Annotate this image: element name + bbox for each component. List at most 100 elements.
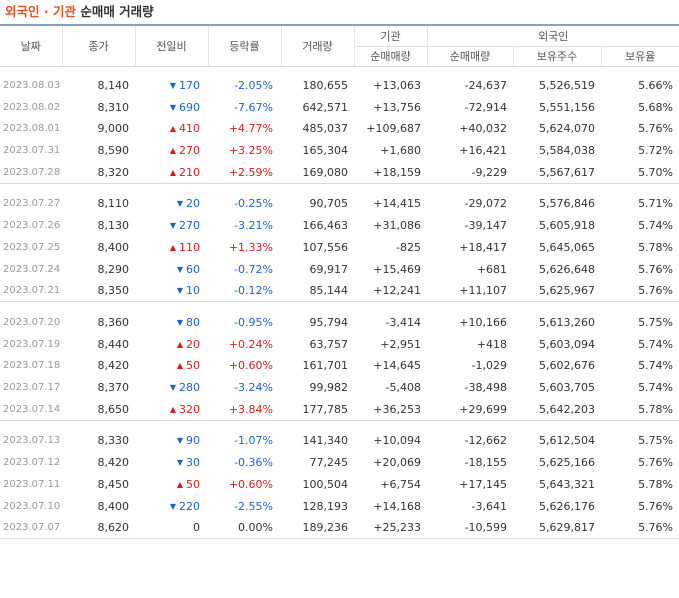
header-foreign-holdings: 보유주수 (512, 46, 601, 67)
cell-institution-net: +2,951 (380, 337, 421, 351)
cell-foreign-holdings: 5,612,504 (539, 434, 595, 448)
cell-close: 8,400 (97, 240, 130, 254)
table-row: 2023.08.01 9,000 ▲ 410 +4.77% 485,037 +109,687… (0, 118, 679, 140)
cell-volume: 99,982 (309, 381, 349, 395)
cell-rate: +4.77% (228, 122, 273, 136)
down-triangle-icon: ▼ (176, 436, 184, 446)
down-triangle-icon: ▼ (176, 199, 184, 209)
cell-institution-net: +36,253 (373, 402, 421, 416)
cell-volume: 180,655 (302, 78, 349, 92)
table-row: 2023.07.28 8,320 ▲ 210 +2.59% 169,080 +18,159 -… (0, 162, 679, 184)
cell-foreign-holdings: 5,625,166 (539, 456, 595, 470)
cell-foreign-holdings: 5,645,065 (539, 240, 595, 254)
cell-foreign-ratio: 5.78% (638, 477, 674, 491)
cell-change: ▲ 20 (135, 333, 208, 355)
cell-date: 2023.07.18 (3, 360, 61, 372)
table-row: 2023.08.03 8,140 ▼ 170 -2.05% 180,655 +13,063 -… (0, 75, 679, 97)
cell-volume: 95,794 (309, 315, 349, 329)
cell-foreign-net: -18,155 (464, 456, 507, 470)
table-row: 2023.07.20 8,360 ▼ 80 -0.95% 95,794 -3,414 +10,… (0, 311, 679, 333)
cell-foreign-ratio: 5.72% (638, 144, 674, 158)
cell-change: ▼ 90 (135, 430, 208, 452)
cell-foreign-net: +40,032 (459, 122, 507, 136)
table-body: 2023.08.03 8,140 ▼ 170 -2.05% 180,655 +13,063-… (0, 66, 679, 540)
change-value: 270 (179, 144, 200, 158)
cell-volume: 128,193 (302, 499, 349, 513)
table-row: 2023.07.12 8,420 ▼ 30 -0.36% 77,245 +20,069 -18… (0, 452, 679, 474)
cell-close: 8,290 (97, 262, 130, 276)
cell-close: 8,620 (62, 517, 135, 540)
cell-rate: -0.72% (234, 262, 273, 276)
cell-foreign-net: +16,421 (459, 144, 507, 158)
header-institution-group: 기관 (353, 24, 427, 47)
cell-change: ▼ 280 (135, 377, 208, 399)
cell-foreign-holdings: 5,626,648 (539, 262, 595, 276)
up-triangle-icon: ▲ (176, 361, 184, 371)
cell-date: 2023.08.01 (3, 123, 61, 135)
cell-foreign-ratio: 5.78% (638, 402, 674, 416)
up-triangle-icon: ▲ (169, 404, 177, 414)
down-triangle-icon: ▼ (176, 317, 184, 327)
down-triangle-icon: ▼ (169, 102, 177, 112)
table-row: 2023.07.18 8,420 ▲ 50 +0.60% 161,701 +14,645 -1… (0, 355, 679, 377)
cell-date: 2023.07.17 (3, 382, 61, 394)
down-triangle-icon: ▼ (176, 286, 184, 296)
change-value: 30 (186, 456, 200, 470)
cell-foreign-holdings: 5,642,203 (539, 402, 595, 416)
cell-date: 2023.07.13 (3, 435, 61, 447)
cell-foreign-holdings: 5,526,519 (539, 78, 595, 92)
cell-volume: 85,144 (309, 284, 349, 298)
cell-close: 8,130 (97, 219, 130, 233)
table-row: 2023.07.11 8,450 ▲ 50 +0.60% 100,504 +6,754 +17… (0, 474, 679, 496)
change-value: 0 (193, 521, 200, 535)
cell-foreign-holdings: 5,624,070 (539, 122, 595, 136)
cell-close: 8,400 (97, 499, 130, 513)
cell-rate: -3.21% (234, 219, 273, 233)
cell-change: ▼ 270 (135, 215, 208, 237)
cell-volume: 141,340 (302, 434, 349, 448)
change-value: 220 (179, 499, 200, 513)
cell-rate: 0.00% (208, 517, 281, 540)
cell-volume: 77,245 (309, 456, 349, 470)
cell-institution-net: +15,469 (373, 262, 421, 276)
cell-change: ▲ 50 (135, 474, 208, 496)
cell-close: 8,450 (97, 477, 130, 491)
cell-foreign-holdings: 5,643,321 (539, 477, 595, 491)
cell-close: 8,420 (97, 456, 130, 470)
table-row: 2023.07.26 8,130 ▼ 270 -3.21% 166,463 +31,086 -… (0, 215, 679, 237)
change-value: 210 (179, 165, 200, 179)
cell-change: ▲ 210 (135, 162, 208, 184)
cell-rate: +3.84% (228, 402, 273, 416)
cell-rate: +1.33% (228, 240, 273, 254)
cell-date: 2023.07.20 (3, 316, 61, 328)
cell-change: ▼ 20 (135, 193, 208, 215)
cell-volume: 90,705 (309, 197, 349, 211)
up-triangle-icon: ▲ (169, 124, 177, 134)
table-row: 2023.07.17 8,370 ▼ 280 -3.24% 99,982 -5,408 -38… (0, 377, 679, 399)
cell-date: 2023.07.28 (3, 166, 61, 178)
cell-foreign-ratio: 5.76% (638, 499, 674, 513)
header-foreign-ratio: 보유율 (600, 46, 679, 67)
cell-change: ▼ 80 (135, 311, 208, 333)
cell-rate: -3.24% (234, 381, 273, 395)
cell-foreign-holdings: 5,551,156 (539, 100, 595, 114)
cell-institution-net: +20,069 (373, 456, 421, 470)
cell-change: ▲ 110 (135, 237, 208, 259)
section-title: 외국인 · 기관 순매매 거래량 (0, 0, 679, 24)
cell-foreign-ratio: 5.75% (638, 434, 674, 448)
change-value: 50 (186, 477, 200, 491)
table-row: 2023.07.13 8,330 ▼ 90 -1.07% 141,340 +10,094 -1… (0, 430, 679, 452)
cell-institution-net: +18,159 (373, 165, 421, 179)
cell-close: 8,320 (97, 165, 130, 179)
table-row: 2023.07.19 8,440 ▲ 20 +0.24% 63,757 +2,951 +418… (0, 333, 679, 355)
cell-rate: -7.67% (234, 100, 273, 114)
cell-change: ▼ 30 (135, 452, 208, 474)
cell-foreign-holdings: 5,613,260 (539, 315, 595, 329)
cell-foreign-net: +418 (476, 337, 507, 351)
cell-foreign-net: -24,637 (464, 78, 507, 92)
cell-foreign-ratio: 5.76% (638, 122, 674, 136)
trading-table: 날짜 종가 전일비 등락률 거래량 기관 외국인 순매매량 순매매량 보유주수 … (0, 24, 679, 540)
cell-date: 2023.07.07 (0, 517, 62, 540)
cell-close: 8,310 (97, 100, 130, 114)
cell-change: ▼ 690 (135, 96, 208, 118)
